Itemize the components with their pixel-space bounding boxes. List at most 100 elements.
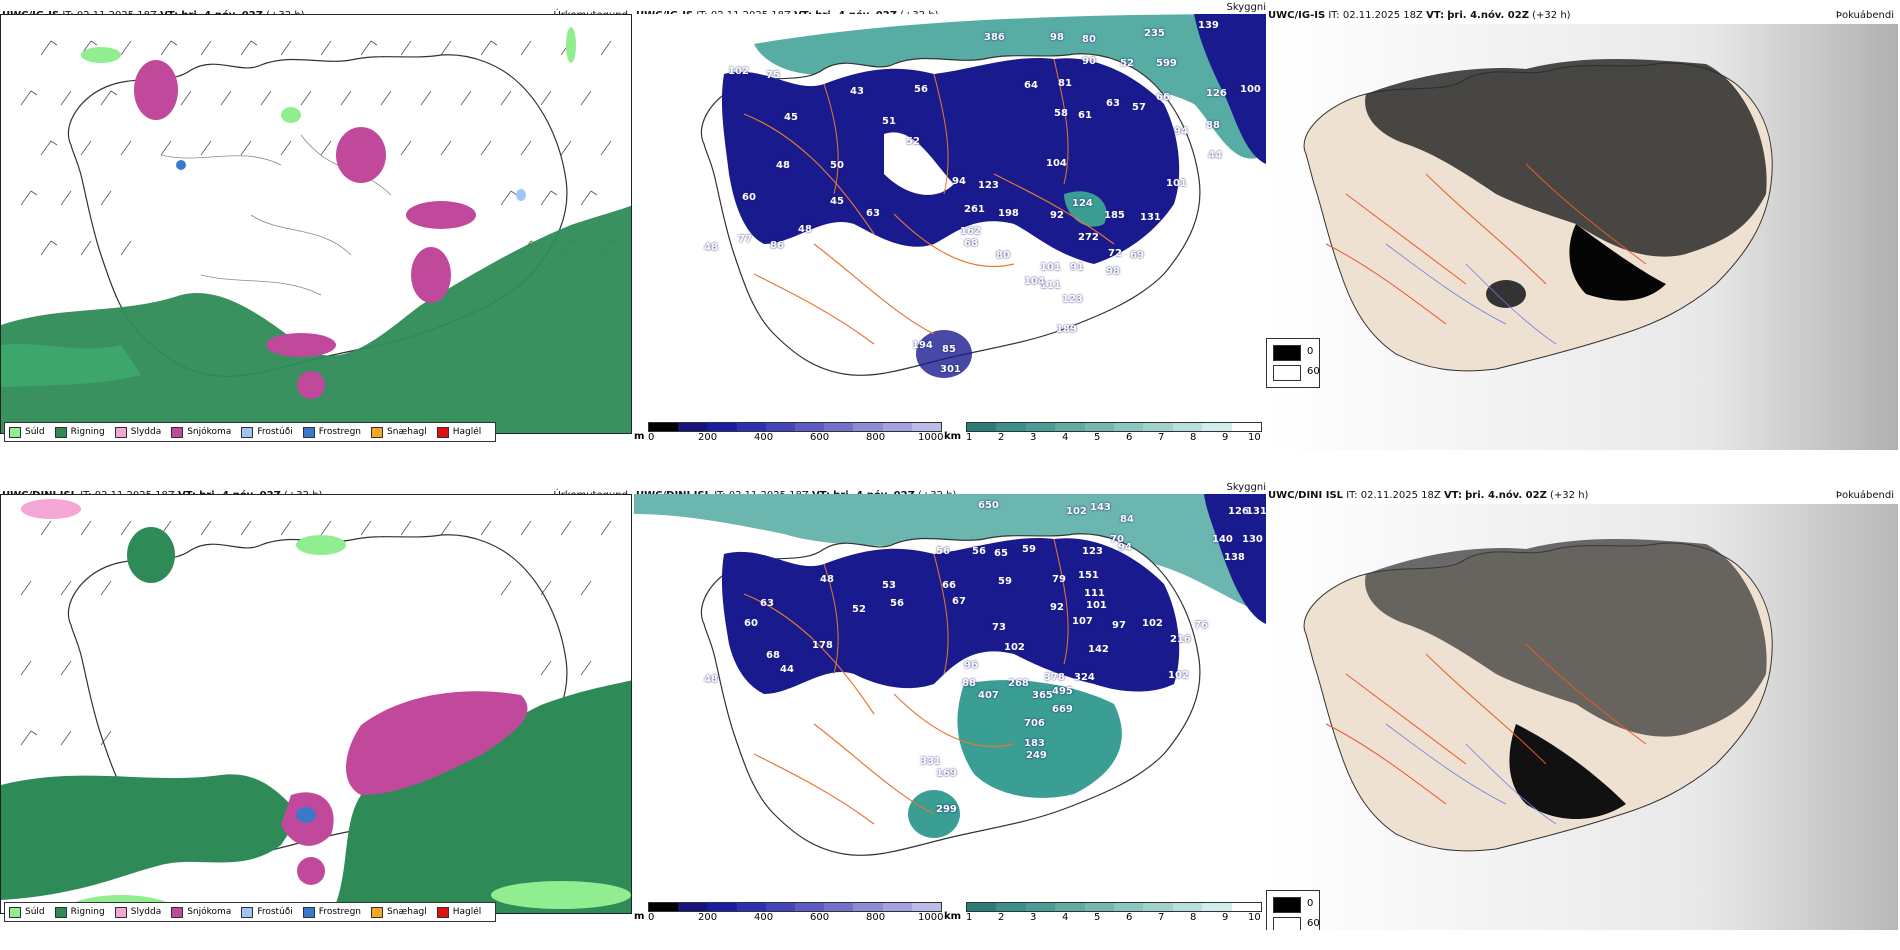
height-colorbar: m 0 200 400 600 800 1000 bbox=[634, 902, 944, 924]
fog-legend-label: 0 bbox=[1307, 346, 1314, 357]
cloud-base-label: 50 bbox=[830, 160, 844, 171]
panel-header: UWC/DINI ISL IT: 02.11.2025 18Z VT: þri.… bbox=[1268, 490, 1589, 501]
cloud-base-label: 59 bbox=[998, 576, 1012, 587]
cloud-base-label: 86 bbox=[770, 240, 784, 251]
cloud-base-label: 143 bbox=[1090, 502, 1111, 513]
cloud-base-label: 235 bbox=[1144, 28, 1165, 39]
colorbar-unit: m bbox=[634, 911, 645, 922]
colorbar-tick: 2 bbox=[998, 912, 1005, 923]
cloud-base-label: 70 bbox=[1110, 534, 1124, 545]
cloud-base-label: 64 bbox=[1024, 80, 1038, 91]
colorbar-tick: 600 bbox=[810, 432, 830, 443]
colorbar-tick: 3 bbox=[1030, 912, 1037, 923]
colorbar-tick: 400 bbox=[754, 432, 774, 443]
cloud-base-label: 131 bbox=[1140, 212, 1161, 223]
cloud-base-label: 331 bbox=[920, 756, 941, 767]
cloud-base-label: 65 bbox=[994, 548, 1008, 559]
cloud-base-label: 77 bbox=[738, 234, 752, 245]
colorbar-tick: 8 bbox=[1190, 432, 1197, 443]
precip-map[interactable] bbox=[0, 494, 632, 914]
cloud-base-label: 63 bbox=[1106, 98, 1120, 109]
cloud-base-label: 97 bbox=[1112, 620, 1126, 631]
cloud-base-label: 88 bbox=[1206, 120, 1220, 131]
fog-legend-label: 60 bbox=[1307, 918, 1320, 929]
panel-title: Skyggni bbox=[1226, 2, 1266, 13]
fog-legend-label: 0 bbox=[1307, 898, 1314, 909]
panel-title: Þokuábendi bbox=[1835, 10, 1894, 21]
visibility-map[interactable]: 386 98 80 235 139 102 75 90 52 599 43 56… bbox=[634, 14, 1266, 414]
cloud-base-label: 139 bbox=[1198, 20, 1219, 31]
cloud-base-label: 43 bbox=[850, 86, 864, 97]
cloud-base-label: 495 bbox=[1052, 686, 1073, 697]
colorbar-tick: 1 bbox=[966, 432, 973, 443]
cloud-base-label: 94 bbox=[952, 176, 966, 187]
colorbar-tick: 8 bbox=[1190, 912, 1197, 923]
cloud-base-label: 98 bbox=[1050, 32, 1064, 43]
fog-map[interactable] bbox=[1266, 504, 1898, 930]
fog-legend: 0 60 bbox=[1266, 890, 1320, 930]
legend-item: Snæhagl bbox=[371, 426, 427, 438]
cloud-base-label: 365 bbox=[1032, 690, 1053, 701]
cloud-base-label: 76 bbox=[1194, 620, 1208, 631]
colorbar-tick: 5 bbox=[1094, 912, 1101, 923]
cloud-base-label: 72 bbox=[1108, 248, 1122, 259]
colorbar-tick: 200 bbox=[698, 912, 718, 923]
cloud-base-label: 107 bbox=[1072, 616, 1093, 627]
cloud-base-label: 111 bbox=[1084, 588, 1105, 599]
cloud-base-label: 56 bbox=[936, 546, 950, 557]
cloud-base-label: 75 bbox=[766, 70, 780, 81]
legend-item: Slydda bbox=[114, 426, 161, 438]
cloud-base-label: 102 bbox=[1142, 618, 1163, 629]
cloud-base-label: 98 bbox=[1106, 266, 1120, 277]
panel-header: UWC/IG-IS IT: 02.11.2025 18Z VT: þri. 4.… bbox=[1268, 10, 1571, 21]
colorbar-unit: km bbox=[944, 431, 962, 442]
cloud-base-label: 68 bbox=[766, 650, 780, 661]
cloud-base-label: 123 bbox=[1082, 546, 1103, 557]
fog-legend-label: 60 bbox=[1307, 366, 1320, 377]
panel-title: Þokuábendi bbox=[1835, 490, 1894, 501]
cloud-base-label: 101 bbox=[1086, 600, 1107, 611]
colorbar-tick: 10 bbox=[1248, 912, 1261, 923]
cloud-base-label: 198 bbox=[998, 208, 1019, 219]
colorbar-tick: 1000 bbox=[918, 912, 944, 923]
colorbar-tick: 800 bbox=[866, 912, 886, 923]
cloud-base-label: 94 bbox=[1118, 542, 1132, 553]
cloud-base-label: 84 bbox=[1120, 514, 1134, 525]
cloud-base-label: 194 bbox=[912, 340, 933, 351]
legend-item: Frostúði bbox=[241, 426, 293, 438]
cloud-base-label: 88 bbox=[962, 678, 976, 689]
cloud-base-label: 48 bbox=[704, 674, 718, 685]
fog-map[interactable] bbox=[1266, 24, 1898, 450]
colorbar-tick: 6 bbox=[1126, 432, 1133, 443]
cloud-base-label: 123 bbox=[978, 180, 999, 191]
cloud-base-label: 81 bbox=[1058, 78, 1072, 89]
fog-legend: 0 60 bbox=[1266, 338, 1320, 388]
cloud-base-label: 138 bbox=[1224, 552, 1245, 563]
precip-map[interactable] bbox=[0, 14, 632, 434]
cloud-base-label: 169 bbox=[936, 768, 957, 779]
fog-panel-row1: UWC/IG-IS IT: 02.11.2025 18Z VT: þri. 4.… bbox=[1266, 0, 1898, 450]
cloud-base-label: 126 bbox=[1206, 88, 1227, 99]
colorbar-tick: 4 bbox=[1062, 432, 1069, 443]
precip-panel-row2: UWC/DINI ISL IT: 02.11.2025 18Z VT: þri.… bbox=[0, 480, 632, 930]
cloud-base-label: 178 bbox=[812, 640, 833, 651]
cloud-base-label: 162 bbox=[960, 226, 981, 237]
cloud-base-label: 52 bbox=[852, 604, 866, 615]
cloud-base-label: 100 bbox=[1240, 84, 1261, 95]
colorbar-tick: 7 bbox=[1158, 912, 1165, 923]
cloud-base-label: 91 bbox=[1070, 262, 1084, 273]
cloud-base-label: 104 bbox=[1046, 158, 1067, 169]
cloud-base-label: 45 bbox=[784, 112, 798, 123]
cloud-base-label: 85 bbox=[942, 344, 956, 355]
legend-item: Frostregn bbox=[302, 426, 361, 438]
cloud-base-label: 261 bbox=[964, 204, 985, 215]
cloud-base-label: 131 bbox=[1246, 506, 1266, 517]
cloud-base-label: 126 bbox=[1228, 506, 1249, 517]
visibility-svg bbox=[634, 14, 1266, 414]
precip-panel-row1: UWC/IG-IS IT: 02.11.2025 18Z VT: þri. 4.… bbox=[0, 0, 632, 450]
colorbar-tick: 0 bbox=[648, 432, 655, 443]
visibility-map[interactable]: 650 102 143 84 126 131 140 130 138 94 56… bbox=[634, 494, 1266, 894]
legend-item: Snjókoma bbox=[171, 426, 231, 438]
cloud-base-label: 60 bbox=[742, 192, 756, 203]
legend-item: Slydda bbox=[114, 906, 161, 918]
